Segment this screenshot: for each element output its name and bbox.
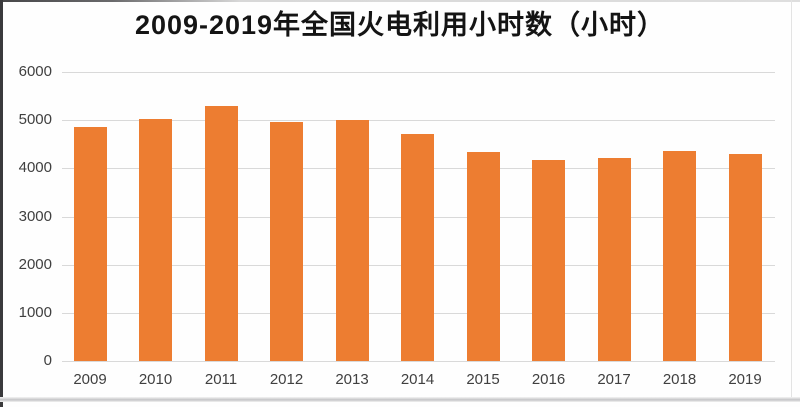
right-border [791,0,792,400]
bar-2016 [532,160,565,361]
x-axis-tick-label: 2019 [728,371,762,388]
y-axis-tick-label: 5000 [18,111,52,129]
x-axis-tick-label: 2012 [269,371,304,388]
top-border [0,0,800,2]
x-axis-tick-label: 2011 [204,371,238,388]
bar-2011 [204,106,238,361]
bar-2009 [73,126,107,361]
bar-2015 [466,152,500,361]
x-axis-tick-label: 2014 [400,371,435,388]
bar-2012 [270,121,303,361]
y-axis-tick-label: 1000 [18,303,52,321]
bar-2013 [335,119,369,361]
y-axis-tick-label: 2000 [18,255,52,273]
x-axis-tick-label: 2017 [597,371,631,388]
y-gridline [62,120,775,122]
bar-2019 [728,154,762,361]
bar-2014 [401,134,434,361]
y-axis-tick-label: 6000 [18,63,52,80]
x-axis-tick-label: 2018 [662,371,697,388]
y-axis-tick-label: 3000 [18,207,52,225]
x-axis-tick-label: 2013 [335,371,369,388]
x-axis-tick-label: 2010 [138,371,173,388]
bar-2017 [597,158,631,361]
y-axis-tick-label: 0 [43,352,52,369]
y-axis-tick-label: 4000 [18,159,52,177]
x-axis-tick-label: 2009 [73,371,107,388]
bar-2010 [139,118,172,361]
y-gridline [62,72,775,73]
x-axis-tick-label: 2015 [466,371,500,388]
y-gridline [62,361,775,362]
bottom-shadow-divider [0,397,800,402]
bar-2018 [663,150,696,361]
chart-title: 2009-2019年全国火电利用小时数（小时） [134,10,666,40]
left-border [0,0,3,407]
x-axis-tick-label: 2016 [531,371,566,388]
